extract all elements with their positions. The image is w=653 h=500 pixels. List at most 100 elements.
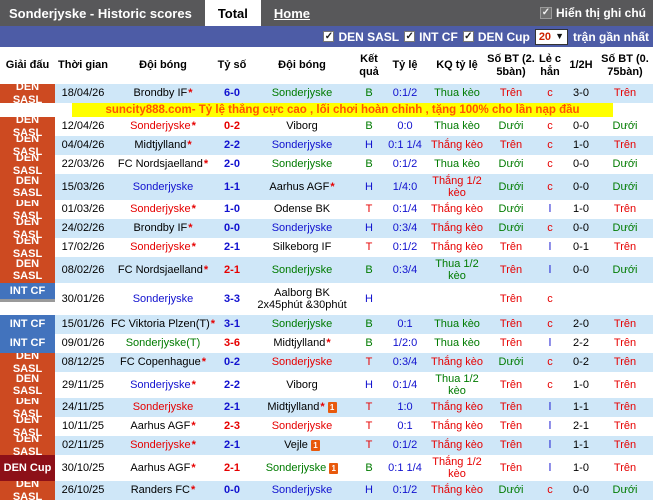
league-cell: INT CF [0,315,55,334]
tab-home[interactable]: Home [273,5,311,21]
half-score-cell: 1-0 [573,461,589,474]
ou075-cell: Dưới [612,263,638,276]
home-team-cell: Sonderjyske [132,292,194,305]
odds-result-cell: Thắng kèo [431,203,483,216]
odds-result-cell: Thua 1/2 kèo [435,372,479,397]
result-cell: T [365,401,373,414]
score-cell: 6-0 [224,87,240,100]
promo-banner-link[interactable]: suncity888.com- Tỷ lệ thắng cực cao , lố… [72,103,613,117]
home-team-cell: Midtjylland* [134,139,192,152]
match-row: INT CF 09/01/26 Sonderjyske(T) 3-6 Midtjylla… [0,334,653,353]
league-cell: DEN SASL [0,481,55,500]
odd-even-cell: c [547,222,553,235]
ou25-cell: Dưới [498,180,524,193]
tab-total[interactable]: Total [204,0,261,26]
checkbox-checked-icon[interactable]: ✓ [462,31,474,42]
filter-den-sasl[interactable]: ✓ DEN SASL [323,30,399,44]
half-score-cell: 1-0 [573,378,589,391]
result-cell: H [365,378,373,391]
ou075-cell: Trên [613,356,637,369]
match-row: INT CF 15/01/26 FC Viktoria Plzen(T)* 3-1 So… [0,315,653,334]
result-cell: H [365,292,373,305]
home-team-cell: FC Nordsjaelland* [117,158,209,171]
home-team-cell: Brondby IF* [133,87,193,100]
result-cell: B [365,461,373,474]
checkbox-checked-icon[interactable]: ✓ [404,31,416,42]
ou25-cell: Dưới [498,356,524,369]
score-cell: 2-1 [224,401,240,414]
ou25-cell: Trên [499,401,523,414]
half-score-cell: 2-1 [573,420,589,433]
score-cell: 0-2 [224,120,240,133]
odds-result-cell: Thắng 1/2 kèo [432,174,482,199]
league-cell: INT CF [0,283,55,315]
score-cell: 3-6 [224,337,240,350]
half-score-cell: 3-0 [573,87,589,100]
filter-den-cup[interactable]: ✓ DEN Cup [462,30,530,44]
match-table-body: DEN SASL 18/04/26 Brondby IF* 6-0 Sonderjysk… [0,84,653,500]
match-row: DEN SASL 22/03/26 FC Nordsjaelland* 2-0 Sond… [0,155,653,174]
ou25-cell: Dưới [498,120,524,133]
match-row: DEN SASL 24/02/26 Brondby IF* 0-0 Sonderjysk… [0,219,653,238]
checkbox-checked-icon[interactable]: ✓ [323,31,335,42]
odds-result-cell: Thắng kèo [431,420,483,433]
away-team-cell: Midtjylland* 1 [249,398,355,417]
league-badge: DEN Cup [0,455,55,481]
match-row: DEN SASL 02/11/25 Sonderjyske* 2-1 Vejle 1 T 0:… [0,436,653,455]
ou075-cell: Dưới [612,180,638,193]
star-marker: * [330,180,335,193]
date-cell: 17/02/26 [61,241,105,254]
ou25-cell: Trên [499,318,523,331]
col-header-odds-result: KQ tỷ lệ [436,59,478,72]
home-team-cell: Randers FC* [130,484,196,497]
league-cell: DEN SASL [0,219,55,238]
league-filter-bar: ✓ DEN SASL ✓ INT CF ✓ DEN Cup 20 ▼ trận … [0,26,653,47]
away-team-cell: Sonderjyske [271,263,333,276]
ou25-cell: Trên [499,420,523,433]
league-badge: DEN SASL [0,174,55,200]
result-cell: T [365,203,373,216]
ou25-cell: Trên [499,292,523,305]
ou075-cell: Dưới [612,222,638,235]
league-badge: INT CF [0,283,55,302]
star-marker: * [191,461,196,474]
odds-result-cell: Thắng kèo [431,139,483,152]
star-marker: * [191,241,196,254]
ou075-cell: Trên [613,439,637,452]
odd-even-cell: l [548,241,552,254]
away-team-cell: Sonderjyske [271,158,333,171]
ou075-cell: Trên [613,87,637,100]
odd-even-cell: c [547,139,553,152]
match-row: DEN SASL 12/04/26 Sonderjyske* 0-2 Viborg B 0:… [0,117,653,136]
league-cell: DEN SASL [0,353,55,372]
odds-cell [383,283,427,315]
odds-cell: 1/2:0 [392,337,418,350]
filter-int-cf[interactable]: ✓ INT CF [404,30,458,44]
league-cell: DEN SASL [0,257,55,283]
odd-even-cell: c [547,356,553,369]
match-count-select[interactable]: 20 ▼ [534,28,568,45]
away-team-cell: Sonderjyske [271,356,333,369]
league-cell: DEN SASL [0,417,55,436]
odds-cell: 0:1/4 [392,203,418,216]
odds-cell: 0:1 1/4 [388,461,422,474]
ou25-cell: Trên [499,461,523,474]
odds-cell: 0:1/2 [392,87,418,100]
odds-cell: 0:1/2 [392,439,418,452]
half-score-cell: 0-2 [573,356,589,369]
league-badge: DEN SASL [0,372,55,398]
result-cell: B [365,158,373,171]
match-row: DEN SASL 10/11/25 Aarhus AGF* 2-3 Sonderjysk… [0,417,653,436]
half-score-cell: 0-1 [573,241,589,254]
odds-result-cell: Thắng kèo [431,356,483,369]
odds-cell: 0:3/4 [392,356,418,369]
show-notes-toggle[interactable]: ✓ Hiển thị ghi chú [540,0,653,26]
score-cell: 1-1 [224,180,240,193]
star-marker: * [188,87,193,100]
score-cell: 2-1 [224,461,240,474]
filter-int-cf-label: INT CF [419,29,458,44]
odds-result-cell: Thắng kèo [431,241,483,254]
odds-result-cell: Thắng kèo [431,401,483,414]
checkbox-checked-icon[interactable]: ✓ [540,7,552,19]
